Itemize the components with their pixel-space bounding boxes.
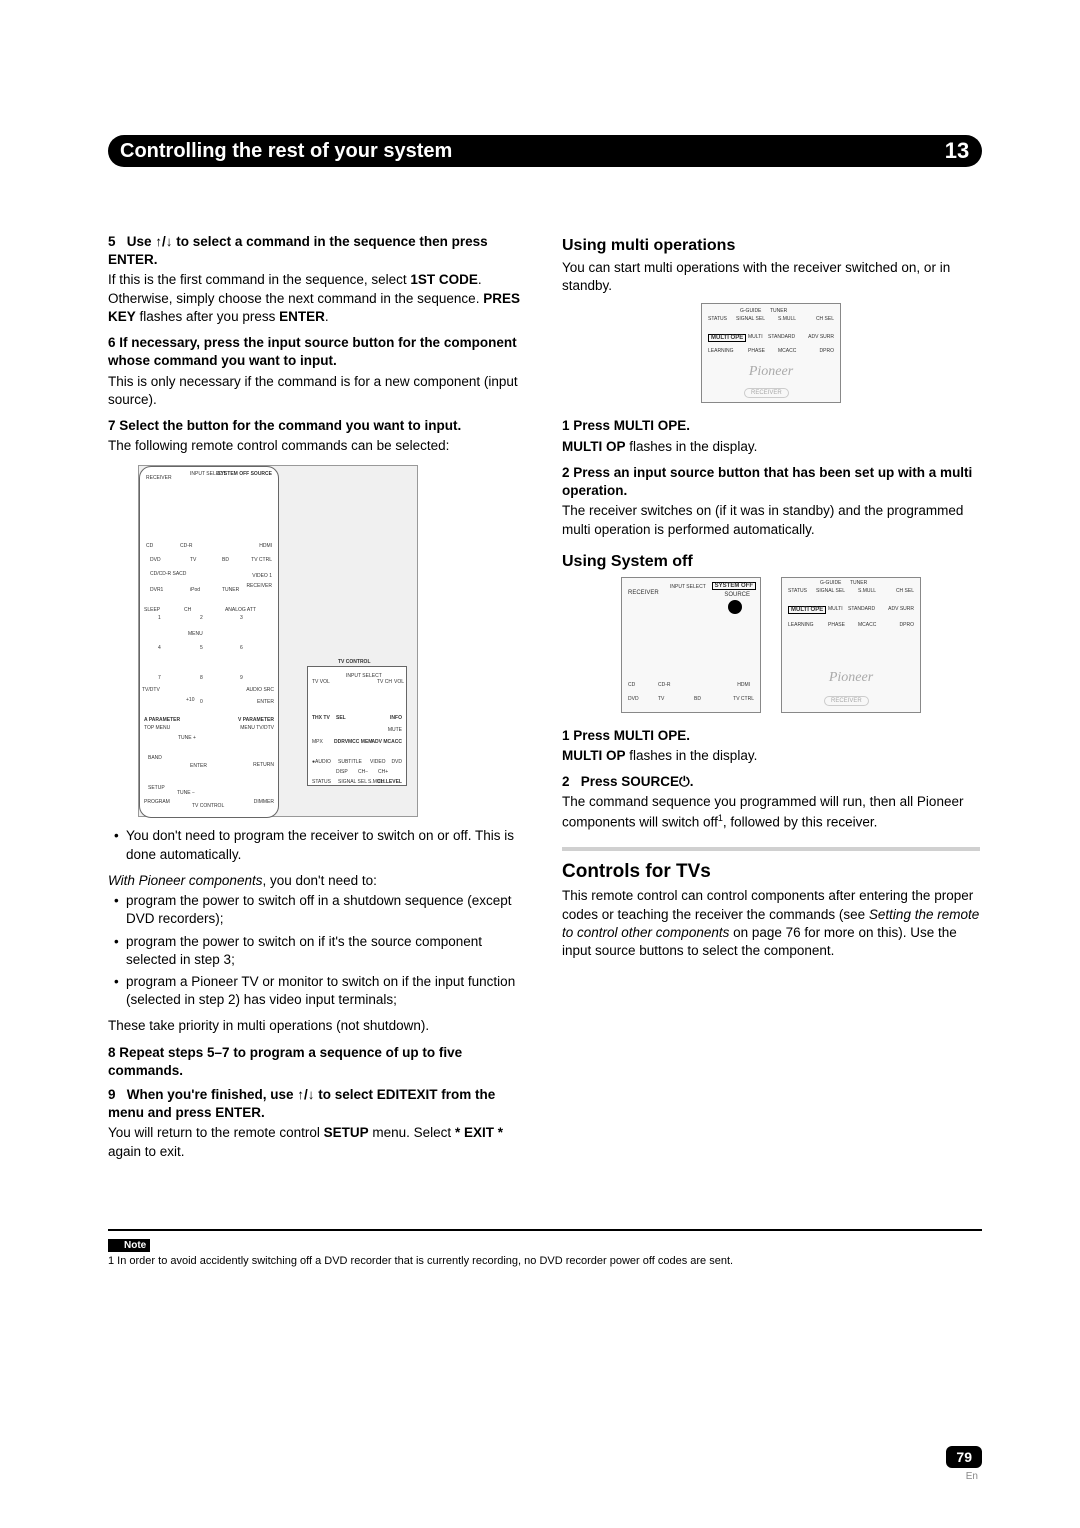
list-item: • program the power to switch on if it's… — [108, 933, 526, 969]
pioneer-lead: With Pioneer components, you don't need … — [108, 872, 526, 890]
priority-text: These take priority in multi operations … — [108, 1017, 526, 1035]
list-item: • program a Pioneer TV or monitor to swi… — [108, 973, 526, 1009]
sysoff-heading: Using System off — [562, 553, 980, 571]
chapter-number: 13 — [922, 135, 982, 167]
remote-dual-diagram: RECEIVER INPUT SELECT SYSTEM OFF SOURCE … — [562, 577, 980, 713]
multi-step1-title: 1 Press MULTI OPE. — [562, 417, 980, 435]
remote-small-diagram-1: G-GUIDE TUNER STATUS SIGNAL SEL S.MULL C… — [701, 303, 841, 403]
bullet-list-2: • program the power to switch off in a s… — [108, 892, 526, 1009]
footnote-section: Note 1 In order to avoid accidently swit… — [108, 1229, 982, 1268]
multi-step1-body: MULTI OP flashes in the display. — [562, 438, 980, 456]
sysoff-step1-title: 1 Press MULTI OPE. — [562, 727, 980, 745]
left-column: 5 Use ↑/↓ to select a command in the seq… — [108, 233, 526, 1169]
page-language: En — [966, 1471, 978, 1482]
chapter-title: Controlling the rest of your system — [108, 135, 942, 167]
page-number: 79 — [946, 1446, 982, 1468]
step9-title: 9 When you're finished, use ↑/↓ to selec… — [108, 1086, 526, 1122]
footnote-1: 1 In order to avoid accidently switching… — [108, 1254, 982, 1268]
sysoff-step2-title: 2 Press SOURCE⏻. — [562, 773, 980, 791]
list-item: • You don't need to program the receiver… — [108, 827, 526, 863]
tv-body: This remote control can control componen… — [562, 887, 980, 960]
note-label: Note — [108, 1239, 150, 1252]
multi-heading: Using multi operations — [562, 237, 980, 255]
step5-title: 5 Use ↑/↓ to select a command in the seq… — [108, 233, 526, 269]
sysoff-step2-body: The command sequence you programmed will… — [562, 793, 980, 831]
section-divider — [562, 847, 980, 851]
sysoff-step1-body: MULTI OP flashes in the display. — [562, 747, 980, 765]
step9-body: You will return to the remote control SE… — [108, 1124, 526, 1160]
step6-title: 6 If necessary, press the input source b… — [108, 334, 526, 370]
right-column: Using multi operations You can start mul… — [562, 233, 980, 1169]
multi-step2-body: The receiver switches on (if it was in s… — [562, 502, 980, 538]
step7-body: The following remote control commands ca… — [108, 437, 526, 455]
step8-title: 8 Repeat steps 5–7 to program a sequence… — [108, 1044, 526, 1080]
multi-intro: You can start multi operations with the … — [562, 259, 980, 295]
tv-heading: Controls for TVs — [562, 861, 980, 883]
remote-control-diagram: RECEIVER INPUT SELECT SYSTEM OFF SOURCE … — [138, 465, 418, 817]
step6-body: This is only necessary if the command is… — [108, 373, 526, 409]
step5-body: If this is the first command in the sequ… — [108, 271, 526, 326]
bullet-list-1: • You don't need to program the receiver… — [108, 827, 526, 863]
step7-title: 7 Select the button for the command you … — [108, 417, 526, 435]
list-item: • program the power to switch off in a s… — [108, 892, 526, 928]
chapter-header: Controlling the rest of your system 13 — [108, 135, 982, 167]
multi-step2-title: 2 Press an input source button that has … — [562, 464, 980, 500]
